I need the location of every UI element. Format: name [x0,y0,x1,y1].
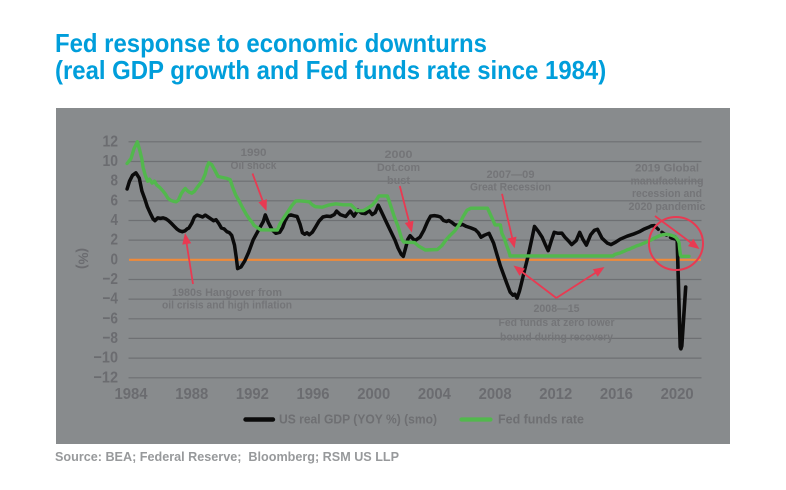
svg-text:bound during recovery: bound during recovery [500,331,614,343]
svg-text:−4: −4 [103,291,119,308]
svg-text:6: 6 [111,192,119,209]
svg-text:2007—09: 2007—09 [487,169,535,181]
svg-text:US real GDP (YOY %) (smo): US real GDP (YOY %) (smo) [279,411,437,426]
svg-text:1992: 1992 [236,386,269,403]
svg-text:2000: 2000 [357,386,390,403]
svg-text:4: 4 [111,212,119,229]
svg-text:−6: −6 [103,310,119,327]
svg-text:2019 Global: 2019 Global [635,163,699,175]
svg-text:2008—15: 2008—15 [534,303,580,315]
svg-text:−12: −12 [94,369,119,386]
svg-text:2008: 2008 [479,386,512,403]
svg-text:−10: −10 [94,350,119,367]
svg-text:2012: 2012 [539,386,572,403]
svg-text:Dot.com: Dot.com [377,162,420,174]
svg-text:12: 12 [103,133,119,150]
svg-text:Fed funds at zero lower: Fed funds at zero lower [499,317,616,329]
svg-text:manufacturing: manufacturing [631,175,704,187]
svg-text:1990: 1990 [241,147,267,159]
svg-text:2: 2 [111,232,119,249]
svg-text:8: 8 [111,173,119,190]
svg-text:10: 10 [103,153,119,170]
svg-text:2016: 2016 [600,386,633,403]
svg-text:Great Recession: Great Recession [470,182,551,194]
svg-text:2020: 2020 [661,386,694,403]
svg-text:−8: −8 [103,330,119,347]
svg-text:1996: 1996 [297,386,330,403]
svg-text:Oil shock: Oil shock [231,160,278,172]
svg-text:2004: 2004 [418,386,451,403]
svg-text:2000: 2000 [385,149,413,161]
svg-text:0: 0 [111,251,119,268]
svg-text:1980s Hangover from: 1980s Hangover from [172,287,282,299]
svg-text:recession and: recession and [632,188,702,200]
svg-text:−2: −2 [103,271,119,288]
svg-text:1988: 1988 [175,386,208,403]
svg-text:bust: bust [387,175,410,187]
svg-text:oil crisis and high inflation: oil crisis and high inflation [162,300,292,312]
svg-text:1984: 1984 [115,386,148,403]
svg-text:(%): (%) [75,248,90,269]
svg-text:2020 pandemic: 2020 pandemic [629,201,706,213]
svg-text:Fed funds rate: Fed funds rate [498,411,584,426]
